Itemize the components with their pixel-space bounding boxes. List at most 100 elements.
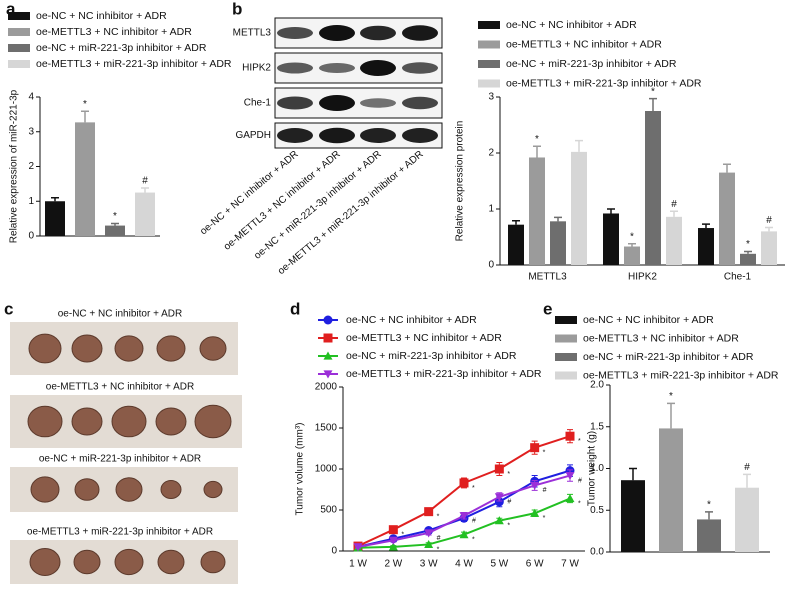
- blot-band: [360, 25, 396, 41]
- point: [530, 481, 540, 490]
- blot-band: [360, 98, 396, 108]
- significance-marker: #: [472, 518, 476, 525]
- significance-marker: *: [507, 523, 510, 530]
- blot-band: [277, 27, 313, 39]
- tumor: [115, 477, 143, 502]
- legend-label: oe-NC + miR-221-3p inhibitor + ADR: [346, 350, 517, 362]
- point: [565, 471, 575, 481]
- y-tick-label: 2: [488, 148, 494, 159]
- legend-label: oe-NC + NC inhibitor + ADR: [36, 10, 167, 22]
- legend-label: oe-METTL3 + miR-221-3p inhibitor + ADR: [36, 58, 232, 70]
- significance-marker: *: [401, 532, 404, 539]
- bar: [550, 221, 566, 265]
- significance-marker: *: [437, 513, 440, 520]
- x-tick-label: 5 W: [490, 559, 508, 570]
- legend-swatch: [478, 40, 500, 49]
- tumor: [199, 336, 227, 361]
- bar: [735, 487, 759, 552]
- significance-marker: *: [83, 99, 87, 110]
- legend-marker: [323, 370, 333, 379]
- panel-letter: c: [4, 299, 13, 318]
- tumor: [157, 549, 185, 575]
- bar: [719, 172, 735, 265]
- significance-marker: *: [543, 450, 546, 457]
- point: [459, 512, 469, 521]
- error-bar: [743, 473, 751, 488]
- photo-label: oe-METTL3 + NC inhibitor + ADR: [46, 382, 194, 393]
- legend-swatch: [478, 21, 500, 29]
- tumor: [114, 335, 144, 362]
- y-tick-label: 1: [28, 196, 34, 207]
- blot-row-label: GAPDH: [235, 130, 271, 141]
- tumor: [155, 407, 187, 436]
- legend-swatch: [8, 60, 30, 68]
- error-bar: [670, 210, 678, 217]
- bar: [740, 253, 756, 265]
- photo-label: oe-NC + NC inhibitor + ADR: [58, 309, 183, 320]
- blot-band: [402, 25, 438, 41]
- tumor: [71, 407, 103, 436]
- tumor: [111, 405, 147, 438]
- y-tick-label: 4: [28, 92, 34, 103]
- panel-letter: e: [543, 299, 552, 318]
- x-tick-label: Che-1: [724, 272, 752, 283]
- bar: [571, 151, 587, 265]
- panel-letter: d: [290, 299, 300, 318]
- point: [388, 542, 398, 551]
- blot-band: [402, 128, 438, 143]
- error-bar: [141, 187, 149, 193]
- significance-marker: *: [535, 134, 539, 145]
- y-axis-label: Relative expression protein: [455, 121, 466, 242]
- error-bar: [723, 163, 731, 173]
- significance-marker: #: [744, 462, 750, 473]
- tumor: [160, 480, 182, 499]
- panel-letter: b: [232, 0, 242, 18]
- tumor: [30, 476, 60, 503]
- y-tick-label: 500: [320, 505, 337, 516]
- bar: [698, 228, 714, 265]
- point: [565, 494, 575, 503]
- y-tick-label: 3: [488, 92, 494, 103]
- blot-row-label: HIPK2: [242, 63, 271, 74]
- y-tick-label: 1000: [315, 464, 338, 475]
- blot-band: [277, 96, 313, 110]
- tumor: [156, 335, 186, 362]
- legend-label: oe-NC + NC inhibitor + ADR: [506, 19, 637, 31]
- tumor: [194, 404, 232, 439]
- bar: [624, 246, 640, 265]
- y-tick-label: 3: [28, 126, 34, 137]
- legend-label: oe-NC + NC inhibitor + ADR: [583, 314, 714, 326]
- bar: [75, 122, 95, 236]
- legend-label: oe-NC + miR-221-3p inhibitor + ADR: [36, 42, 207, 54]
- significance-marker: *: [113, 211, 117, 222]
- legend-label: oe-METTL3 + NC inhibitor + ADR: [36, 26, 192, 38]
- x-tick-label: HIPK2: [628, 272, 657, 283]
- error-bar: [744, 250, 752, 254]
- x-tick-label: 7 W: [561, 559, 579, 570]
- y-tick-label: 1.0: [590, 463, 604, 474]
- blot-band: [402, 96, 438, 110]
- significance-marker: #: [766, 215, 772, 226]
- error-bar: [705, 511, 713, 520]
- y-tick-label: 1: [488, 204, 494, 215]
- blot-band: [277, 128, 313, 143]
- error-bar: [702, 223, 710, 229]
- tumor: [28, 333, 62, 364]
- tumor: [29, 548, 61, 576]
- blot-row-label: Che-1: [244, 98, 272, 109]
- tumor: [71, 334, 103, 363]
- tumor: [114, 548, 144, 576]
- y-tick-label: 2: [28, 161, 34, 172]
- significance-marker: #: [543, 487, 547, 494]
- point: [565, 431, 575, 441]
- point: [494, 493, 504, 502]
- blot-band: [319, 95, 355, 111]
- error-bar: [111, 222, 119, 226]
- y-tick-label: 0: [488, 260, 494, 271]
- point: [424, 529, 434, 538]
- significance-marker: *: [472, 485, 475, 492]
- point: [388, 525, 398, 535]
- significance-marker: *: [543, 515, 546, 522]
- error-bar: [667, 402, 675, 429]
- photo-label: oe-METTL3 + miR-221-3p inhibitor + ADR: [27, 527, 213, 538]
